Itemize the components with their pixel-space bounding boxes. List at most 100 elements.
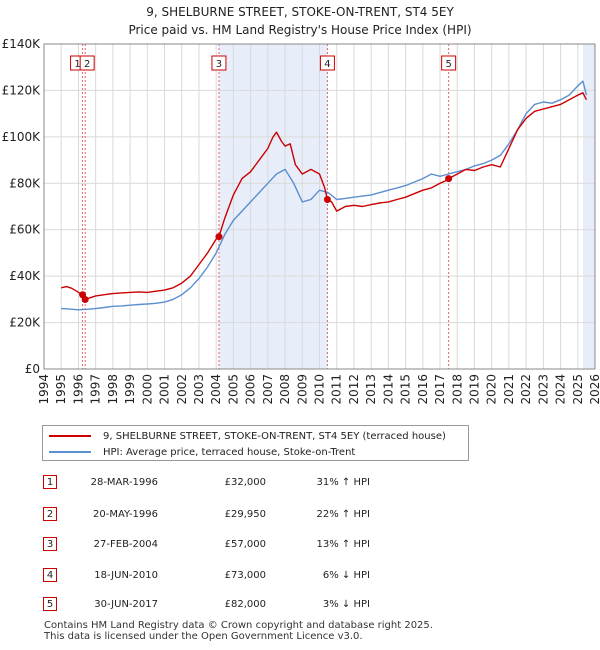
sale-hpi-change: 3% ↓ HPI — [322, 599, 370, 610]
sale-hpi-change: 22% ↑ HPI — [316, 509, 370, 520]
x-tick-label: 2002 — [175, 374, 189, 405]
x-tick-label: 2005 — [226, 374, 240, 405]
y-axis-ticks: £0 £20K £40K £60K £80K £100K £120K £140K — [2, 37, 42, 376]
sale-price: £29,950 — [224, 509, 266, 520]
sale-marker-label: 3 — [216, 59, 222, 70]
x-tick-label: 2019 — [467, 374, 481, 405]
sale-hpi-change: 31% ↑ HPI — [316, 477, 370, 488]
x-tick-label: 1997 — [89, 374, 103, 405]
chart-title: 9, SHELBURNE STREET, STOKE-ON-TRENT, ST4… — [146, 5, 454, 19]
sale-shading — [218, 44, 595, 369]
y-tick-label: £40K — [9, 269, 41, 283]
y-tick-label: £0 — [25, 362, 40, 376]
grid — [43, 43, 596, 370]
sale-row: 1 28-MAR-1996 £32,000 31% ↑ HPI — [0, 475, 600, 491]
legend-label-property: 9, SHELBURNE STREET, STOKE-ON-TRENT, ST4… — [103, 430, 446, 442]
x-tick-label: 2012 — [347, 374, 361, 405]
sale-marker-label: 1 — [74, 59, 80, 70]
x-tick-label: 2013 — [364, 374, 378, 405]
sale-hpi-change: 6% ↓ HPI — [322, 570, 370, 581]
x-tick-label: 2008 — [278, 374, 292, 405]
x-tick-label: 1995 — [54, 374, 68, 405]
sale-number-badge: 5 — [43, 597, 57, 611]
sale-date: 27-FEB-2004 — [93, 539, 158, 550]
x-tick-label: 2009 — [295, 374, 309, 405]
hpi-series-line — [61, 80, 588, 311]
sale-marker-box — [211, 55, 227, 71]
sale-marker-label: 5 — [445, 59, 451, 70]
sale-number-badge: 4 — [43, 568, 57, 582]
x-tick-label: 2020 — [485, 374, 499, 405]
x-tick-label: 2024 — [554, 374, 568, 405]
legend: 9, SHELBURNE STREET, STOKE-ON-TRENT, ST4… — [42, 425, 469, 461]
x-tick-label: 2000 — [140, 374, 154, 405]
sale-point — [215, 233, 223, 241]
y-tick-label: £80K — [9, 176, 41, 190]
sale-points — [79, 175, 453, 303]
shade-region — [582, 44, 595, 369]
legend-label-hpi: HPI: Average price, terraced house, Stok… — [103, 446, 356, 458]
sale-date: 28-MAR-1996 — [90, 477, 158, 488]
x-tick-label: 1998 — [106, 374, 120, 405]
y-tick-label: £100K — [2, 130, 42, 144]
x-tick-label: 1996 — [71, 374, 85, 405]
sale-row: 3 27-FEB-2004 £57,000 13% ↑ HPI — [0, 537, 600, 553]
plot-frame — [43, 43, 596, 370]
sale-price: £57,000 — [224, 539, 266, 550]
footer: Contains HM Land Registry data © Crown c… — [44, 620, 433, 642]
sale-price: £82,000 — [224, 599, 266, 610]
x-tick-label: 2001 — [158, 374, 172, 405]
x-tick-label: 2007 — [261, 374, 275, 405]
x-tick-label: 2022 — [519, 374, 533, 405]
x-tick-label: 2025 — [571, 374, 585, 405]
sale-marker-label: 4 — [324, 59, 330, 70]
x-tick-label: 2014 — [381, 374, 395, 405]
sale-point — [445, 175, 453, 183]
sale-row: 2 20-MAY-1996 £29,950 22% ↑ HPI — [0, 507, 600, 523]
sale-marker-box — [441, 55, 457, 71]
sale-date: 18-JUN-2010 — [94, 570, 158, 581]
x-tick-label: 2006 — [244, 374, 258, 405]
x-tick-label: 2010 — [313, 374, 327, 405]
x-tick-label: 1994 — [37, 374, 51, 405]
chart-subtitle: Price paid vs. HM Land Registry's House … — [128, 23, 471, 37]
series-lines — [61, 80, 588, 311]
x-tick-label: 2026 — [588, 374, 600, 405]
sale-row: 4 18-JUN-2010 £73,000 6% ↓ HPI — [0, 568, 600, 584]
sale-number-badge: 2 — [43, 507, 57, 521]
legend-item-hpi: HPI: Average price, terraced house, Stok… — [49, 444, 355, 460]
sale-number-badge: 3 — [43, 537, 57, 551]
shade-region — [218, 44, 328, 369]
legend-swatch-hpi — [49, 451, 91, 453]
sale-date: 30-JUN-2017 — [94, 599, 158, 610]
x-tick-label: 2003 — [192, 374, 206, 405]
y-tick-label: £60K — [9, 223, 41, 237]
x-tick-label: 2017 — [433, 374, 447, 405]
x-tick-label: 2016 — [416, 374, 430, 405]
x-tick-label: 2004 — [209, 374, 223, 405]
sale-price: £32,000 — [224, 477, 266, 488]
x-tick-label: 2021 — [502, 374, 516, 405]
footer-licence: This data is licensed under the Open Gov… — [44, 631, 363, 642]
x-tick-label: 2018 — [450, 374, 464, 405]
sale-point — [323, 196, 331, 204]
sale-marker-box — [319, 55, 335, 71]
y-tick-label: £140K — [2, 37, 42, 51]
sale-marker-label: 2 — [84, 59, 90, 70]
legend-item-property: 9, SHELBURNE STREET, STOKE-ON-TRENT, ST4… — [49, 428, 446, 444]
sale-row: 5 30-JUN-2017 £82,000 3% ↓ HPI — [0, 597, 600, 613]
sale-number-badge: 1 — [43, 475, 57, 489]
property-series-line — [61, 92, 588, 301]
x-tick-label: 1999 — [123, 374, 137, 405]
sale-marker-box — [79, 55, 95, 71]
y-tick-label: £120K — [2, 83, 42, 97]
x-axis-ticks: 1994 1995 1996 1997 1998 1999 2000 2001 2002 2003… — [37, 374, 600, 405]
x-tick-label: 2023 — [536, 374, 550, 405]
legend-swatch-property — [49, 435, 91, 437]
sale-hpi-change: 13% ↑ HPI — [316, 539, 370, 550]
x-tick-label: 2011 — [330, 374, 344, 405]
y-tick-label: £20K — [9, 316, 41, 330]
sale-point — [81, 295, 89, 303]
sale-price: £73,000 — [224, 570, 266, 581]
